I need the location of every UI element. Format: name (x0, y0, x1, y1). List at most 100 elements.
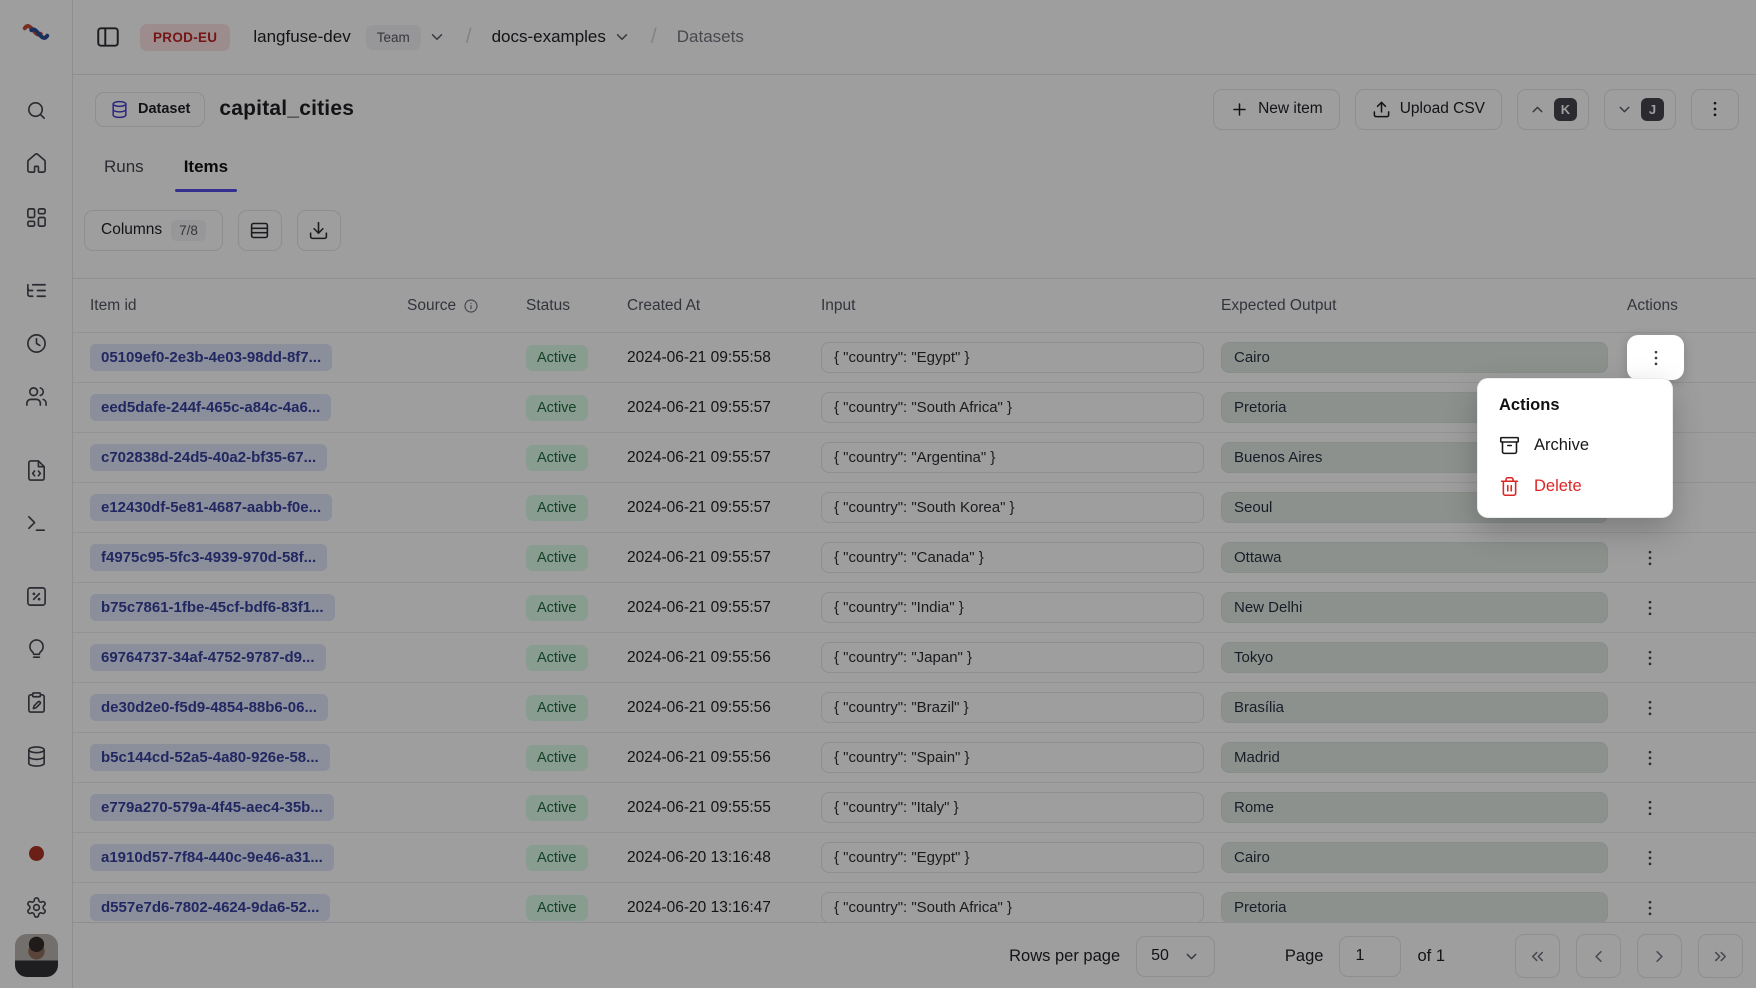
insights-lightbulb-icon[interactable] (16, 629, 56, 669)
row-actions-button[interactable] (1627, 689, 1673, 727)
table-row[interactable]: e12430df-5e81-4687-aabb-f0e... Active 20… (72, 482, 1756, 532)
datasets-database-icon[interactable] (16, 736, 56, 776)
menu-item-delete[interactable]: Delete (1485, 466, 1665, 507)
upload-csv-button[interactable]: Upload CSV (1354, 88, 1502, 130)
row-actions-button[interactable] (1627, 589, 1673, 627)
row-actions-button[interactable] (1627, 335, 1684, 380)
dots-vertical-icon (1654, 350, 1657, 365)
column-header-input: Input (821, 296, 856, 314)
row-actions-button[interactable] (1627, 789, 1673, 827)
table-row[interactable]: b75c7861-1fbe-45cf-bdf6-83f1... Active 2… (72, 582, 1756, 632)
row-actions-button[interactable] (1627, 539, 1673, 577)
tab-runs[interactable]: Runs (95, 157, 153, 192)
created-at-cell: 2024-06-20 13:16:48 (627, 848, 771, 866)
status-badge: Active (526, 794, 588, 821)
table-row[interactable]: c702838d-24d5-40a2-bf35-67... Active 202… (72, 432, 1756, 482)
new-item-button[interactable]: New item (1213, 88, 1340, 130)
table-row[interactable]: f4975c95-5fc3-4939-970d-58f... Active 20… (72, 532, 1756, 582)
next-page-button[interactable] (1637, 934, 1682, 978)
rows-per-page-select[interactable]: 50 (1136, 935, 1215, 977)
info-icon (464, 298, 478, 313)
breadcrumb-section[interactable]: Datasets (676, 27, 744, 46)
table-row[interactable]: 05109ef0-2e3b-4e03-98dd-8f7... Active 20… (72, 332, 1756, 382)
status-badge: Active (526, 694, 588, 721)
home-icon[interactable] (16, 143, 56, 183)
table-row[interactable]: de30d2e0-f5d9-4854-88b6-06... Active 202… (72, 682, 1756, 732)
table-row[interactable]: a1910d57-7f84-440c-9e46-a31... Active 20… (72, 832, 1756, 882)
playground-terminal-icon[interactable] (16, 503, 56, 543)
last-page-button[interactable] (1698, 934, 1743, 978)
org-switcher[interactable]: Team (351, 24, 446, 50)
settings-gear-icon[interactable] (16, 887, 56, 927)
row-actions-button[interactable] (1627, 839, 1673, 877)
page-number-input[interactable] (1339, 935, 1402, 977)
columns-button[interactable]: Columns 7/8 (84, 209, 223, 251)
expected-output-cell: Tokyo (1221, 642, 1608, 673)
table-row[interactable]: e779a270-579a-4f45-aec4-35b... Active 20… (72, 782, 1756, 832)
item-id-badge[interactable]: e779a270-579a-4f45-aec4-35b... (90, 794, 334, 821)
input-cell: { "country": "Spain" } (821, 742, 1204, 773)
chevron-up-icon (1532, 106, 1543, 112)
item-id-badge[interactable]: de30d2e0-f5d9-4854-88b6-06... (90, 694, 328, 721)
item-id-badge[interactable]: d557e7d6-7802-4624-9da6-52... (90, 894, 331, 921)
sidebar-toggle-icon[interactable] (88, 17, 128, 57)
status-badge: Active (526, 344, 588, 371)
dots-vertical-icon (1648, 700, 1652, 715)
created-at-cell: 2024-06-21 09:55:58 (627, 348, 771, 366)
item-id-badge[interactable]: eed5dafe-244f-465c-a84c-4a6... (90, 394, 332, 421)
dashboard-icon[interactable] (16, 197, 56, 237)
table-row[interactable]: b5c144cd-52a5-4a80-926e-58... Active 202… (72, 732, 1756, 782)
table-row[interactable]: 69764737-34af-4752-9787-d9... Active 202… (72, 632, 1756, 682)
status-badge: Active (526, 644, 588, 671)
columns-count-badge: 7/8 (171, 219, 206, 241)
input-cell: { "country": "South Africa" } (821, 392, 1204, 423)
status-badge: Active (526, 594, 588, 621)
plus-icon (1233, 102, 1246, 116)
chevron-left-icon (1595, 950, 1602, 962)
table-row[interactable]: d557e7d6-7802-4624-9da6-52... Active 202… (72, 882, 1756, 932)
project-switcher[interactable]: docs-examples (492, 27, 631, 47)
tracing-icon[interactable] (16, 270, 56, 310)
menu-item-archive[interactable]: Archive (1485, 425, 1665, 466)
annotation-clipboard-icon[interactable] (16, 682, 56, 722)
column-header-status: Status (526, 296, 570, 314)
row-actions-button[interactable] (1627, 639, 1673, 677)
created-at-cell: 2024-06-21 09:55:57 (627, 498, 771, 516)
prev-item-button[interactable]: K (1517, 88, 1589, 130)
item-id-badge[interactable]: 05109ef0-2e3b-4e03-98dd-8f7... (90, 344, 333, 371)
sessions-clock-icon[interactable] (16, 323, 56, 363)
trash-icon (1500, 476, 1519, 497)
item-id-badge[interactable]: b75c7861-1fbe-45cf-bdf6-83f1... (90, 594, 335, 621)
dataset-type-label: Dataset (138, 101, 191, 117)
row-actions-button[interactable] (1627, 739, 1673, 777)
item-id-badge[interactable]: c702838d-24d5-40a2-bf35-67... (90, 444, 328, 471)
next-item-button[interactable]: J (1604, 88, 1676, 130)
prev-page-button[interactable] (1576, 934, 1621, 978)
item-id-badge[interactable]: a1910d57-7f84-440c-9e46-a31... (90, 844, 334, 871)
chevron-down-icon (1619, 106, 1630, 112)
evaluation-percent-icon[interactable] (16, 576, 56, 616)
dots-vertical-icon (1648, 600, 1652, 615)
download-icon[interactable] (296, 209, 341, 251)
item-id-badge[interactable]: 69764737-34af-4752-9787-d9... (90, 644, 326, 671)
search-icon[interactable] (16, 90, 56, 130)
user-avatar[interactable] (15, 934, 58, 977)
dataset-more-actions-button[interactable] (1691, 88, 1739, 130)
breadcrumb-org[interactable]: langfuse-dev (253, 27, 351, 46)
shortcut-key-badge: K (1554, 97, 1577, 121)
tab-items[interactable]: Items (174, 157, 238, 192)
expected-output-cell: Brasília (1221, 692, 1608, 723)
row-height-icon[interactable] (237, 209, 282, 251)
prompts-file-code-icon[interactable] (16, 450, 56, 490)
first-page-button[interactable] (1515, 934, 1560, 978)
users-icon[interactable] (16, 376, 56, 416)
item-id-badge[interactable]: f4975c95-5fc3-4939-970d-58f... (90, 544, 328, 571)
sidebar (0, 0, 73, 988)
expected-output-cell: Cairo (1221, 342, 1608, 373)
row-actions-button[interactable] (1627, 889, 1673, 927)
input-cell: { "country": "Brazil" } (821, 692, 1204, 723)
item-id-badge[interactable]: e12430df-5e81-4687-aabb-f0e... (90, 494, 333, 521)
breadcrumb-separator: / (650, 25, 657, 48)
dataset-tabs: Runs Items (72, 146, 1756, 192)
item-id-badge[interactable]: b5c144cd-52a5-4a80-926e-58... (90, 744, 330, 771)
